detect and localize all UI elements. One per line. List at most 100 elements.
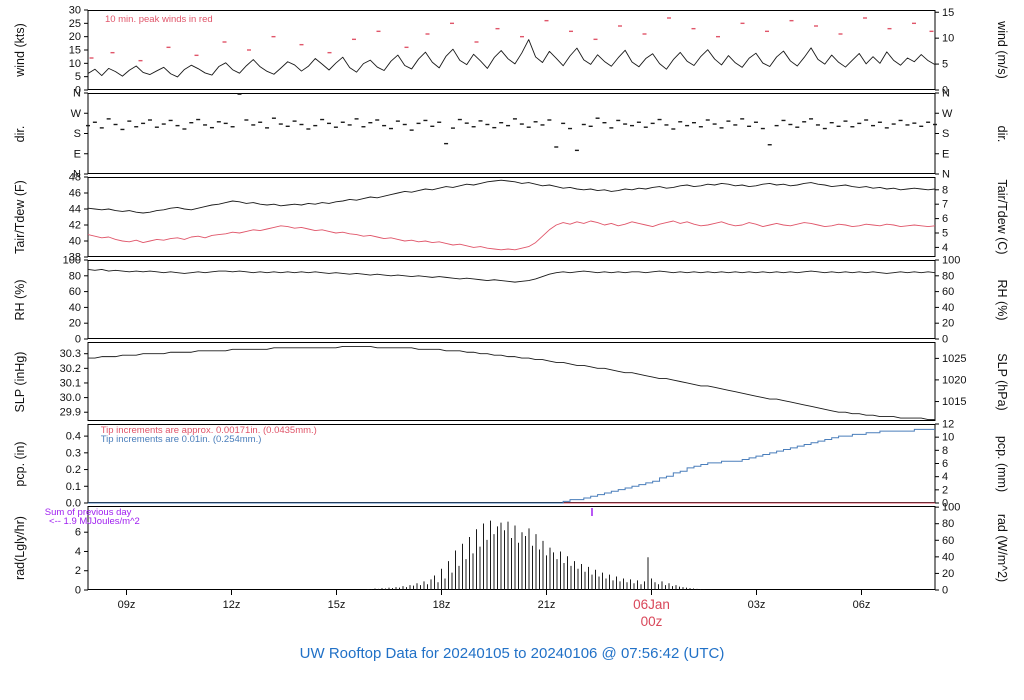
svg-text:100: 100 — [63, 255, 81, 267]
ylabel-wind-right: wind (m/s) — [995, 21, 1009, 79]
svg-text:4: 4 — [942, 242, 948, 254]
svg-text:6: 6 — [75, 527, 81, 539]
svg-text:6: 6 — [942, 458, 948, 470]
svg-text:10: 10 — [69, 58, 81, 70]
ylabel-dir-left: dir. — [13, 125, 27, 143]
ylabel-wind-left: wind (kts) — [13, 23, 27, 77]
svg-text:S: S — [942, 128, 949, 140]
svg-text:5: 5 — [942, 228, 948, 240]
svg-text:N: N — [942, 169, 950, 181]
svg-text:60: 60 — [69, 286, 81, 298]
ylabel-rad-left: rad(Lgly/hr) — [13, 516, 27, 580]
svg-text:0.2: 0.2 — [66, 464, 81, 476]
svg-text:0: 0 — [75, 85, 81, 97]
svg-text:0: 0 — [942, 498, 948, 510]
svg-text:10: 10 — [942, 33, 954, 45]
svg-text:0.0: 0.0 — [66, 498, 81, 510]
svg-text:8: 8 — [942, 184, 948, 196]
ylabel-dir-right: dir. — [995, 125, 1009, 143]
svg-text:E: E — [942, 148, 949, 160]
panel-temp: 38 40 42 44 46 48 4 5 6 7 8 — [69, 172, 948, 264]
svg-text:30.0: 30.0 — [60, 392, 81, 404]
svg-text:Tip increments are approx. 0.0: Tip increments are approx. 0.00171in. (0… — [101, 425, 317, 436]
svg-text:6: 6 — [942, 213, 948, 225]
svg-text:80: 80 — [942, 270, 954, 282]
svg-text:40: 40 — [69, 302, 81, 314]
svg-text:25: 25 — [69, 18, 81, 30]
svg-text:80: 80 — [69, 270, 81, 282]
ylabel-temp-left: Tair/Tdew (F) — [13, 180, 27, 254]
svg-text:W: W — [71, 108, 82, 120]
panel-rh: 0 20 40 60 80 100 0 20 40 60 80 100 — [63, 255, 961, 346]
svg-text:30.2: 30.2 — [60, 363, 81, 375]
svg-text:30.3: 30.3 — [60, 348, 81, 360]
svg-text:12z: 12z — [223, 599, 241, 611]
svg-text:5: 5 — [942, 59, 948, 71]
svg-text:1025: 1025 — [942, 353, 966, 365]
svg-text:20: 20 — [69, 318, 81, 330]
svg-text:N: N — [73, 88, 81, 100]
svg-text:12: 12 — [942, 419, 954, 431]
svg-text:40: 40 — [69, 236, 81, 248]
svg-text:30: 30 — [69, 5, 81, 17]
svg-text:7: 7 — [942, 199, 948, 211]
svg-text:W: W — [942, 108, 953, 120]
svg-text:15z: 15z — [328, 599, 346, 611]
svg-text:0: 0 — [942, 85, 948, 97]
svg-text:0: 0 — [75, 334, 81, 346]
svg-text:20: 20 — [942, 318, 954, 330]
svg-text:20: 20 — [942, 568, 954, 580]
svg-text:42: 42 — [69, 220, 81, 232]
ylabel-rad-right: rad (W/m^2) — [995, 513, 1009, 583]
svg-text:0.3: 0.3 — [66, 447, 81, 459]
svg-text:38: 38 — [69, 252, 81, 264]
svg-text:4: 4 — [75, 546, 81, 558]
svg-text:46: 46 — [69, 188, 81, 200]
svg-text:0.1: 0.1 — [66, 481, 81, 493]
svg-text:80: 80 — [942, 518, 954, 530]
ylabel-pcp-left: pcp. (in) — [13, 441, 27, 487]
svg-text:100: 100 — [942, 255, 960, 267]
svg-text:40: 40 — [942, 302, 954, 314]
svg-text:100: 100 — [942, 502, 960, 514]
svg-text:10: 10 — [942, 432, 954, 444]
svg-text:N: N — [942, 88, 950, 100]
svg-text:N: N — [73, 169, 81, 181]
panel-slp: 29.9 30.0 30.1 30.2 30.3 1015 1020 1025 — [60, 342, 966, 421]
svg-text:8: 8 — [942, 445, 948, 457]
svg-text:60: 60 — [942, 535, 954, 547]
svg-text:E: E — [74, 148, 81, 160]
svg-text:29.9: 29.9 — [60, 407, 81, 419]
svg-text:60: 60 — [942, 286, 954, 298]
ylabel-rh-right: RH (%) — [995, 279, 1009, 321]
svg-text:S: S — [74, 128, 81, 140]
svg-text:10 min. peak winds in red: 10 min. peak winds in red — [105, 14, 213, 25]
svg-text:06z: 06z — [853, 599, 871, 611]
svg-text:15: 15 — [69, 45, 81, 57]
svg-text:0: 0 — [942, 334, 948, 346]
svg-text:48: 48 — [69, 172, 81, 184]
svg-text:0: 0 — [75, 585, 81, 597]
svg-text:0: 0 — [942, 585, 948, 597]
svg-text:15: 15 — [942, 7, 954, 19]
ylabel-rh-left: RH (%) — [13, 279, 27, 321]
svg-text:06Jan: 06Jan — [633, 597, 670, 612]
svg-text:21z: 21z — [538, 599, 556, 611]
svg-text:00z: 00z — [641, 614, 663, 629]
ylabel-pcp-right: pcp. (mm) — [995, 435, 1009, 493]
svg-text:09z: 09z — [118, 599, 136, 611]
svg-text:<-- 1.9 MJJoules/m^2: <-- 1.9 MJJoules/m^2 — [49, 516, 140, 527]
svg-text:Tip increments are 0.01in. (0.: Tip increments are 0.01in. (0.254mm.) — [101, 434, 262, 445]
svg-text:2: 2 — [75, 565, 81, 577]
ylabel-temp-right: Tair/Tdew (C) — [995, 179, 1009, 255]
svg-text:5: 5 — [75, 71, 81, 83]
svg-text:1020: 1020 — [942, 374, 966, 386]
chart-title: UW Rooftop Data for 20240105 to 20240106… — [299, 645, 725, 662]
svg-text:1015: 1015 — [942, 396, 966, 408]
svg-text:44: 44 — [69, 204, 81, 216]
